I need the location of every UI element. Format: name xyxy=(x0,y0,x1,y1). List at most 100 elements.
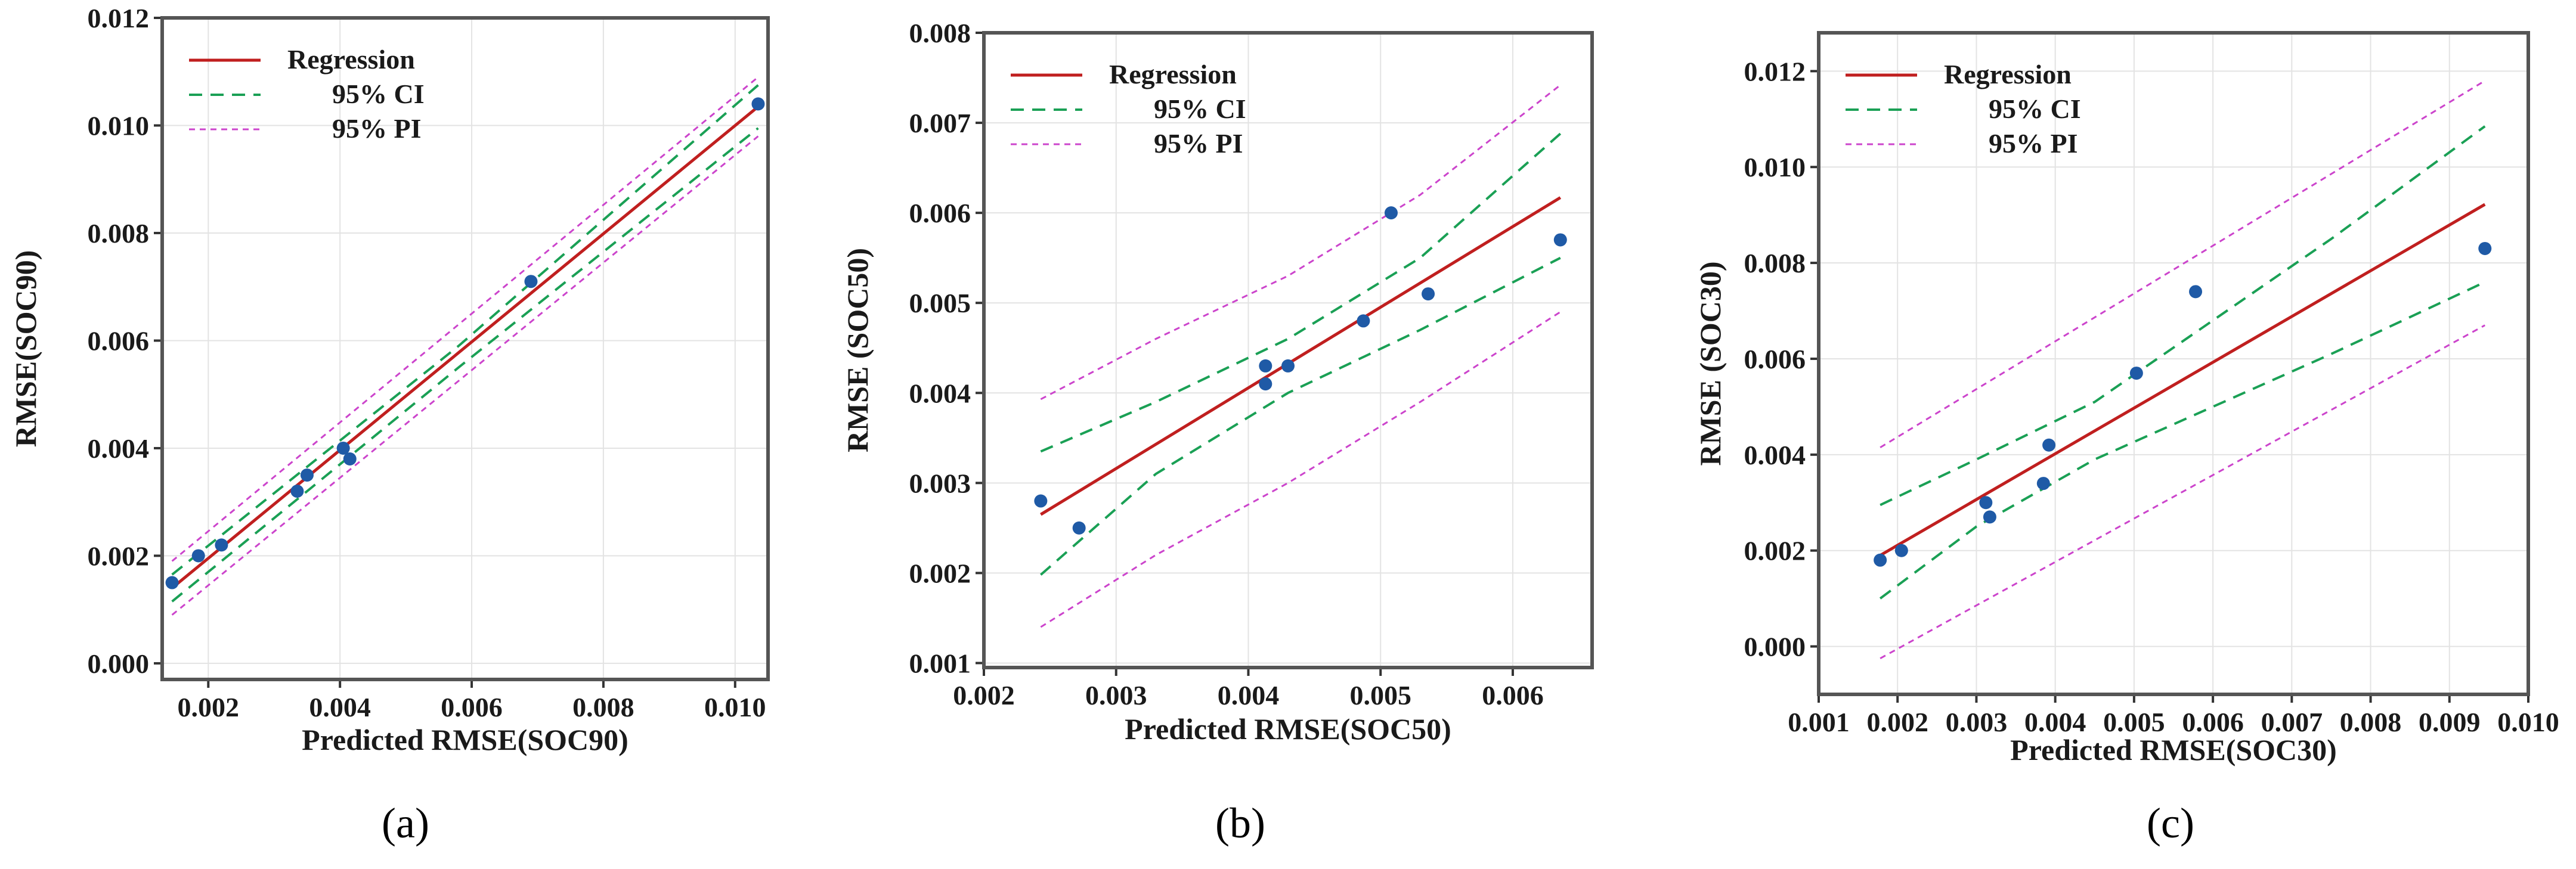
panel-label: (a) xyxy=(382,799,429,847)
x-tick-label: 0.002 xyxy=(1866,707,1928,737)
data-point xyxy=(1874,553,1887,567)
x-tick-label: 0.008 xyxy=(572,692,634,722)
legend-ci-label: 95% CI xyxy=(332,79,425,109)
data-point xyxy=(1983,510,1996,524)
chart-panel-3: 0.001 0.002 0.003 0.004 0.005 0.006 0.007 0.008… xyxy=(1693,31,2559,847)
data-point xyxy=(1357,314,1370,328)
x-tick-label: 0.004 xyxy=(2024,707,2086,737)
data-point xyxy=(1281,359,1295,373)
x-axis-label: Predicted RMSE(SOC90) xyxy=(302,723,628,756)
data-point xyxy=(1034,494,1048,508)
y-tick-label: 0.000 xyxy=(1744,632,1806,662)
y-tick-label: 0.012 xyxy=(1744,56,1806,86)
x-tick-label: 0.002 xyxy=(178,692,240,722)
x-tick-label: 0.010 xyxy=(2497,707,2559,737)
pi-lower-line xyxy=(171,135,759,616)
y-axis-label: RMSE(SOC90) xyxy=(9,250,42,448)
x-tick-label: 0.001 xyxy=(1788,707,1850,737)
x-tick-label: 0.008 xyxy=(2340,707,2402,737)
ci-upper-line xyxy=(1880,125,2486,507)
pi-lower-line xyxy=(1880,324,2486,659)
y-tick-label: 0.007 xyxy=(909,108,971,138)
y-tick-label: 0.005 xyxy=(909,288,971,318)
y-tick-label: 0.008 xyxy=(1744,248,1806,278)
legend: Regression 95% CI 95% PI xyxy=(1846,59,2081,159)
plot-border xyxy=(1817,31,2530,696)
x-axis-label: Predicted RMSE(SOC50) xyxy=(1125,712,1451,746)
legend-ci-label: 95% CI xyxy=(1154,94,1246,124)
panel-label: (c) xyxy=(2147,799,2194,847)
data-point xyxy=(2042,438,2056,452)
x-tick-label: 0.003 xyxy=(1946,707,2008,737)
y-tick-label: 0.010 xyxy=(88,110,150,141)
data-point xyxy=(1072,521,1086,535)
data-point xyxy=(1422,287,1435,301)
data-point xyxy=(1553,233,1567,247)
x-tick-label: 0.005 xyxy=(2103,707,2165,737)
y-tick-label: 0.006 xyxy=(1744,344,1806,374)
y-axis-label: RMSE (SOC50) xyxy=(841,248,874,452)
data-point xyxy=(2129,367,2143,380)
y-tick-label: 0.002 xyxy=(909,558,971,588)
data-point xyxy=(1259,377,1272,391)
ci-lower-line xyxy=(1040,256,1561,576)
panel-label: (b) xyxy=(1215,799,1265,847)
pi-upper-line xyxy=(171,76,759,562)
x-tick-label: 0.002 xyxy=(953,680,1015,710)
y-tick-label: 0.010 xyxy=(1744,152,1806,182)
legend-regression-label: Regression xyxy=(287,44,415,75)
x-tick-label: 0.007 xyxy=(2261,707,2323,737)
y-tick-label: 0.002 xyxy=(1744,536,1806,566)
plot-border xyxy=(160,16,770,681)
y-tick-label: 0.004 xyxy=(909,378,971,408)
data-point xyxy=(336,441,350,455)
y-tick-label: 0.006 xyxy=(909,198,971,228)
data-point xyxy=(300,468,314,482)
data-point xyxy=(165,576,179,589)
data-point xyxy=(290,485,304,498)
legend-pi-label: 95% PI xyxy=(1154,128,1243,159)
y-axis-label: RMSE (SOC30) xyxy=(1693,261,1727,465)
y-tick-label: 0.003 xyxy=(909,468,971,498)
plot-frame xyxy=(982,31,1594,669)
pi-upper-line xyxy=(1040,84,1561,401)
x-tick-label: 0.006 xyxy=(441,692,503,722)
data-point xyxy=(751,97,765,111)
y-tick-label: 0.002 xyxy=(88,541,150,571)
data-point xyxy=(1894,544,1908,557)
x-tick-label: 0.010 xyxy=(704,692,766,722)
chart-panel-1: 0.002 0.004 0.006 0.008 0.010 0.000 0.002 0.004… xyxy=(9,3,770,847)
x-tick-label: 0.005 xyxy=(1349,680,1411,710)
data-point xyxy=(1979,496,1993,510)
ci-lower-line xyxy=(171,127,759,603)
x-tick-label: 0.006 xyxy=(1482,680,1544,710)
ci-upper-line xyxy=(171,84,759,576)
y-tick-label: 0.006 xyxy=(88,325,150,356)
data-point xyxy=(1384,206,1398,220)
pi-lower-line xyxy=(1040,311,1561,628)
legend-regression-label: Regression xyxy=(1944,59,2072,89)
ci-lower-line xyxy=(1879,281,2486,600)
data-point xyxy=(191,549,205,563)
x-tick-label: 0.004 xyxy=(309,692,371,722)
data-point xyxy=(215,538,228,552)
regression-line xyxy=(171,105,760,589)
data-point xyxy=(2189,285,2203,299)
x-tick-label: 0.006 xyxy=(2182,707,2244,737)
data-point xyxy=(1259,359,1272,373)
legend-pi-label: 95% PI xyxy=(332,113,422,144)
plot-frame xyxy=(1817,31,2530,696)
y-tick-label: 0.000 xyxy=(88,648,150,679)
legend: Regression 95% CI 95% PI xyxy=(189,44,425,144)
y-tick-label: 0.001 xyxy=(909,648,971,678)
x-tick-label: 0.004 xyxy=(1218,680,1280,710)
legend-regression-label: Regression xyxy=(1109,59,1237,89)
legend: Regression 95% CI 95% PI xyxy=(1011,59,1246,159)
data-point xyxy=(2478,241,2492,255)
y-tick-label: 0.008 xyxy=(88,218,150,249)
x-tick-label: 0.009 xyxy=(2419,707,2481,737)
data-point xyxy=(343,452,357,465)
y-tick-label: 0.004 xyxy=(1744,440,1806,470)
chart-panel-2: 0.002 0.003 0.004 0.005 0.0060.0010.0020.003… xyxy=(841,18,1594,847)
